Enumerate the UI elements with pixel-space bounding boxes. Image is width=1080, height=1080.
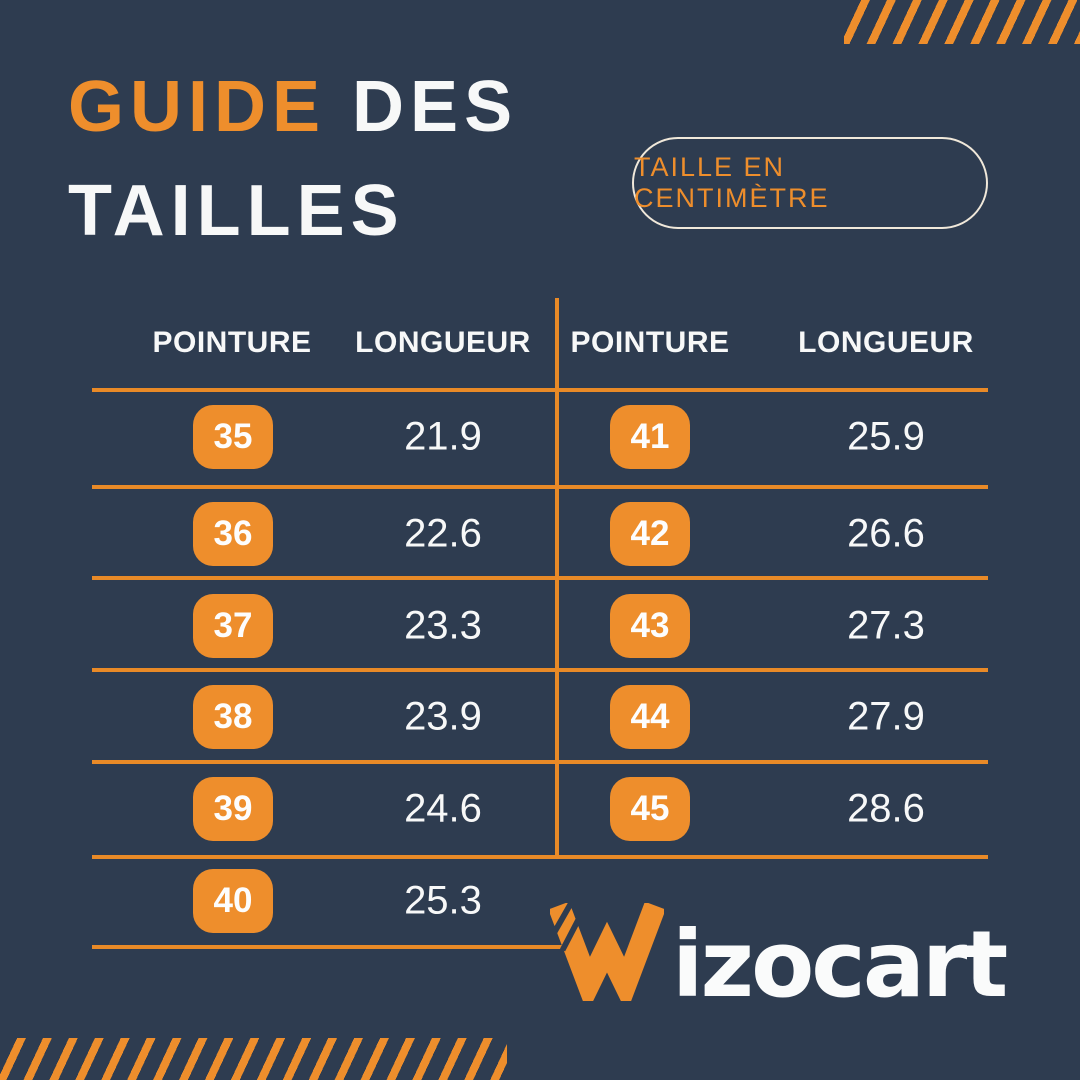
- corner-stripes-bottom-left-icon: [0, 1038, 507, 1080]
- size-table: POINTURE LONGUEUR POINTURE LONGUEUR 35 2…: [92, 298, 988, 958]
- page-title: GUIDE DES TAILLES: [68, 55, 518, 263]
- size-value: 37: [213, 605, 253, 645]
- length-value: 24.6: [404, 786, 482, 830]
- size-value: 42: [630, 513, 670, 553]
- unit-badge: TAILLE EN CENTIMÈTRE: [632, 137, 988, 229]
- size-badge: 38: [193, 684, 273, 749]
- row-divider: [92, 388, 988, 392]
- length-value: 28.6: [847, 786, 925, 830]
- size-value: 36: [213, 513, 253, 553]
- size-badge: 44: [610, 684, 690, 749]
- length-value: 27.3: [847, 603, 925, 647]
- size-badge: 40: [193, 869, 273, 933]
- size-value: 39: [213, 788, 253, 828]
- table-row: 35 21.9: [92, 390, 557, 483]
- brand-name: izocart: [672, 911, 1008, 1018]
- header-pointure: POINTURE: [570, 326, 730, 359]
- unit-badge-label: TAILLE EN CENTIMÈTRE: [634, 152, 830, 213]
- title-accent: GUIDE: [68, 67, 327, 147]
- size-badge: 42: [610, 501, 690, 566]
- size-value: 40: [213, 881, 253, 920]
- title-line-2: TAILLES: [68, 171, 405, 251]
- brand-w-icon: [550, 903, 664, 1001]
- table-row: 45 28.6: [557, 762, 988, 855]
- row-divider: [92, 855, 988, 859]
- table-header-row: POINTURE LONGUEUR: [92, 298, 557, 388]
- size-badge: 41: [610, 404, 690, 469]
- size-value: 45: [630, 788, 670, 828]
- title-rest: DES: [352, 67, 519, 147]
- title-line-1: GUIDE DES: [68, 55, 518, 159]
- table-row: 39 24.6: [92, 762, 557, 855]
- row-divider: [92, 668, 988, 672]
- table-row: 42 26.6: [557, 487, 988, 580]
- size-badge: 43: [610, 593, 690, 658]
- table-row: 36 22.6: [92, 487, 557, 580]
- size-badge: 36: [193, 501, 273, 566]
- table-row: 40 25.3: [92, 857, 557, 945]
- corner-stripes-top-right-icon: [844, 0, 1080, 44]
- row-divider: [92, 945, 575, 949]
- table-row: 38 23.9: [92, 670, 557, 763]
- brand-logo: izocart: [550, 903, 1008, 1018]
- size-value: 44: [630, 696, 670, 736]
- table-row: 44 27.9: [557, 670, 988, 763]
- length-value: 27.9: [847, 694, 925, 738]
- size-badge: 37: [193, 593, 273, 658]
- length-value: 25.3: [404, 878, 482, 923]
- header-pointure: POINTURE: [152, 326, 312, 359]
- row-divider: [92, 576, 988, 580]
- row-divider: [92, 485, 988, 489]
- length-value: 22.6: [404, 511, 482, 555]
- length-value: 26.6: [847, 511, 925, 555]
- length-value: 23.9: [404, 694, 482, 738]
- size-value: 35: [213, 416, 253, 456]
- size-value: 43: [630, 605, 670, 645]
- size-badge: 45: [610, 776, 690, 841]
- header-longueur: LONGUEUR: [798, 326, 974, 359]
- size-badge: 39: [193, 776, 273, 841]
- column-divider: [555, 298, 559, 857]
- length-value: 21.9: [404, 414, 482, 458]
- header-longueur: LONGUEUR: [355, 326, 531, 359]
- length-value: 25.9: [847, 414, 925, 458]
- table-header-row: POINTURE LONGUEUR: [557, 298, 988, 388]
- table-row: 37 23.3: [92, 579, 557, 672]
- length-value: 23.3: [404, 603, 482, 647]
- size-badge: 35: [193, 404, 273, 469]
- size-value: 41: [630, 416, 670, 456]
- size-value: 38: [213, 696, 253, 736]
- row-divider: [92, 760, 988, 764]
- table-row: 41 25.9: [557, 390, 988, 483]
- table-row: 43 27.3: [557, 579, 988, 672]
